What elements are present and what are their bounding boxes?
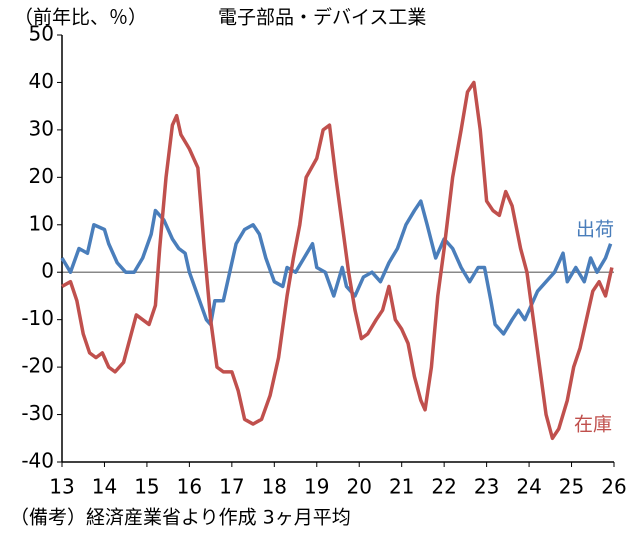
x-tick-label: 16 bbox=[177, 475, 202, 499]
x-tick-label: 21 bbox=[389, 475, 414, 499]
x-tick-label: 26 bbox=[601, 475, 626, 499]
x-tick-label: 19 bbox=[304, 475, 329, 499]
x-tick-label: 25 bbox=[559, 475, 584, 499]
y-tick-label: 30 bbox=[29, 116, 54, 140]
x-tick-label: 22 bbox=[431, 475, 456, 499]
y-axis-label: （前年比、％） bbox=[14, 7, 147, 29]
series-label: 出荷 bbox=[576, 219, 614, 241]
x-tick-label: 24 bbox=[516, 475, 541, 499]
y-tick-label: 40 bbox=[29, 69, 54, 93]
y-tick-label: -40 bbox=[21, 449, 54, 473]
y-tick-label: 10 bbox=[29, 211, 54, 235]
series-line bbox=[61, 80, 614, 441]
x-tick-label: 13 bbox=[49, 475, 74, 499]
x-tick-label: 17 bbox=[219, 475, 244, 499]
series-line bbox=[60, 199, 613, 336]
x-tick-label: 15 bbox=[134, 475, 159, 499]
chart-title: 電子部品・デバイス工業 bbox=[218, 7, 426, 29]
x-tick-label: 14 bbox=[92, 475, 117, 499]
y-tick-label: 20 bbox=[29, 164, 54, 188]
y-tick-label: 50 bbox=[29, 22, 54, 46]
y-tick-label: -20 bbox=[21, 354, 54, 378]
y-tick-label: 0 bbox=[41, 259, 54, 283]
y-tick-label: -30 bbox=[21, 401, 54, 425]
x-tick-label: 18 bbox=[262, 475, 287, 499]
note: （備考）経済産業省より作成 3ヶ月平均 bbox=[10, 507, 351, 529]
series-label: 在庫 bbox=[574, 414, 612, 436]
x-tick-label: 20 bbox=[347, 475, 372, 499]
x-tick-label: 23 bbox=[474, 475, 499, 499]
y-tick-label: -10 bbox=[21, 306, 54, 330]
